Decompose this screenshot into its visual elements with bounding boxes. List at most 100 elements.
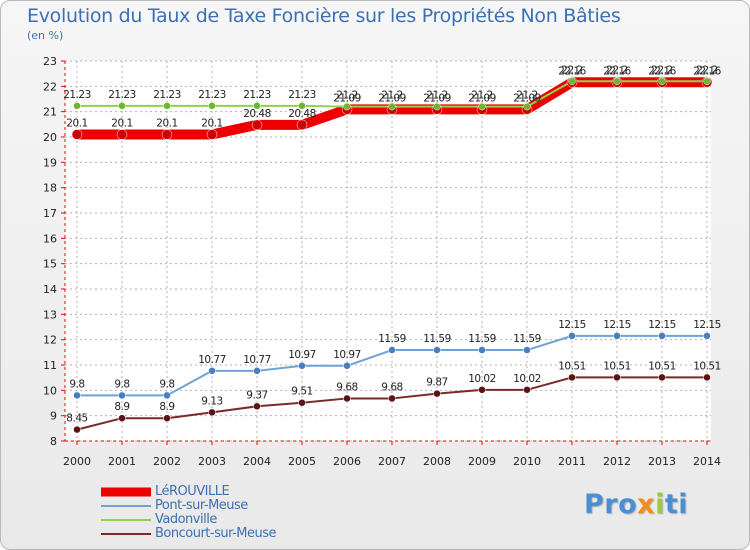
data-label-3: 21.2 — [471, 90, 492, 102]
data-label-4: 10.51 — [693, 360, 721, 372]
x-tick-label: 2002 — [153, 455, 181, 468]
data-label-4: 10.51 — [648, 360, 676, 372]
data-label-2: 12.15 — [648, 319, 676, 331]
series-point-4 — [523, 386, 531, 394]
legend-label: Pont-sur-Meuse — [155, 498, 248, 513]
data-label-3: 22.2 — [696, 64, 717, 76]
series-point-1 — [116, 129, 128, 140]
data-label-4: 8.45 — [66, 413, 87, 425]
data-label-1: 22.16 — [693, 65, 721, 77]
data-label-1: 20.48 — [243, 108, 271, 120]
data-label-1: 20.1 — [111, 117, 132, 129]
series-point-2 — [433, 346, 441, 354]
series-point-2 — [388, 346, 396, 354]
series-point-4 — [478, 386, 486, 394]
data-label-4: 9.68 — [336, 381, 357, 393]
proxiti-logo: Proxiti — [584, 489, 688, 520]
x-tick-label: 2001 — [108, 455, 136, 468]
series-point-4 — [253, 402, 261, 411]
data-label-1: 22.16 — [648, 65, 676, 77]
data-label-2: 10.97 — [288, 349, 316, 361]
x-tick-label: 2007 — [378, 455, 406, 468]
legend-item: Vadonville — [101, 513, 276, 527]
y-tick-label: 15 — [43, 258, 57, 271]
y-tick-label: 10 — [43, 384, 57, 397]
data-label-3: 21.23 — [243, 89, 271, 101]
data-label-4: 9.87 — [426, 377, 447, 389]
data-label-3: 22.2 — [561, 64, 582, 76]
series-point-3 — [118, 102, 126, 110]
data-label-2: 9.8 — [159, 378, 174, 390]
data-label-1: 20.1 — [156, 117, 177, 129]
series-point-2 — [523, 346, 531, 354]
data-label-3: 22.2 — [606, 64, 627, 76]
legend-label: LéROUVILLE — [155, 484, 230, 499]
data-label-1: 21.09 — [513, 92, 541, 104]
series-point-4 — [73, 425, 81, 434]
data-label-1: 21.09 — [423, 92, 451, 104]
series-point-3 — [163, 102, 171, 110]
data-label-2: 9.8 — [114, 378, 129, 390]
data-label-3: 21.2 — [336, 90, 357, 102]
chart-title: Evolution du Taux de Taxe Foncière sur l… — [27, 5, 621, 27]
legend-swatch — [101, 519, 151, 521]
series-point-2 — [208, 367, 216, 375]
data-label-2: 11.59 — [468, 333, 496, 345]
y-tick-label: 21 — [43, 106, 57, 119]
series-point-2 — [298, 362, 306, 370]
series-point-2 — [253, 367, 261, 375]
chart-subtitle: (en %) — [27, 29, 64, 42]
data-label-2: 10.97 — [333, 349, 361, 361]
series-point-3 — [658, 77, 666, 86]
data-label-1: 22.16 — [558, 65, 586, 77]
series-point-3 — [523, 102, 531, 111]
data-label-2: 11.59 — [423, 333, 451, 345]
data-label-4: 10.02 — [513, 373, 541, 385]
data-label-2: 12.15 — [558, 319, 586, 331]
data-label-1: 20.1 — [201, 117, 222, 129]
data-label-4: 10.51 — [603, 360, 631, 372]
legend-item: LéROUVILLE — [101, 485, 276, 499]
data-label-3: 22.2 — [651, 64, 672, 76]
x-tick-label: 2003 — [198, 455, 226, 468]
series-point-4 — [208, 408, 216, 417]
data-label-1: 21.09 — [333, 92, 361, 104]
data-label-2: 12.15 — [603, 319, 631, 331]
series-point-4 — [343, 394, 351, 403]
series-point-3 — [613, 77, 621, 86]
series-point-3 — [343, 102, 351, 111]
series-point-4 — [568, 373, 576, 382]
series-point-4 — [613, 373, 621, 382]
y-tick-label: 8 — [50, 435, 57, 448]
data-label-1: 20.1 — [66, 117, 87, 129]
series-point-3 — [703, 77, 711, 86]
series-point-1 — [161, 129, 173, 140]
y-tick-label: 19 — [43, 156, 57, 169]
legend-label: Boncourt-sur-Meuse — [155, 526, 277, 541]
data-label-1: 21.09 — [378, 92, 406, 104]
series-point-3 — [208, 102, 216, 110]
series-point-3 — [478, 102, 486, 111]
series-point-1 — [251, 119, 263, 131]
data-label-2: 9.8 — [69, 378, 84, 390]
data-label-3: 21.23 — [153, 89, 181, 101]
series-point-3 — [73, 102, 81, 110]
data-label-4: 9.13 — [201, 395, 222, 407]
series-point-4 — [298, 398, 306, 407]
legend-label: Vadonville — [155, 512, 217, 527]
series-point-4 — [118, 414, 126, 422]
data-label-3: 21.23 — [108, 89, 136, 101]
y-tick-label: 14 — [43, 283, 57, 296]
x-tick-label: 2005 — [288, 455, 316, 468]
series-point-2 — [343, 362, 351, 370]
x-tick-label: 2009 — [468, 455, 496, 468]
series-point-2 — [478, 346, 486, 354]
y-tick-label: 9 — [50, 410, 57, 423]
y-tick-label: 11 — [43, 359, 57, 372]
series-point-2 — [613, 332, 621, 340]
series-point-4 — [703, 373, 711, 382]
series-point-4 — [658, 373, 666, 382]
logo-part-2: x — [637, 489, 656, 520]
x-tick-label: 2011 — [558, 455, 586, 468]
data-label-1: 20.48 — [288, 108, 316, 120]
